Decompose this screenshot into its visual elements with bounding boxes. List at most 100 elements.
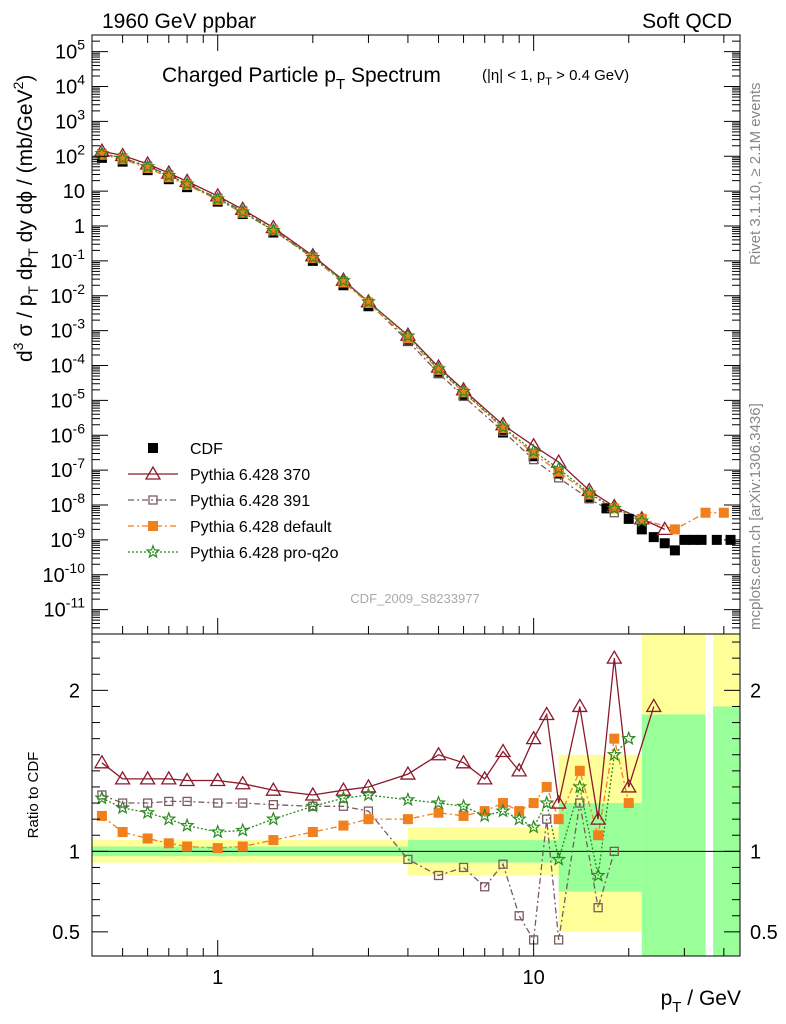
point-pythia-6-428-pro-q2o bbox=[495, 419, 511, 434]
legend-label-cdf: CDF bbox=[190, 441, 223, 458]
ratio-point-pythia-6-428-pro-q2o bbox=[265, 811, 281, 826]
point-cdf bbox=[669, 545, 680, 556]
plot-title: Charged Particle pT Spectrum (|η| < 1, p… bbox=[162, 64, 629, 93]
axis-ticks bbox=[91, 34, 740, 956]
axis-tick-labels: 10510410310210110-110-210-310-410-510-61… bbox=[43, 37, 778, 989]
series-markers bbox=[93, 142, 736, 945]
point-pythia-6-428-default bbox=[718, 507, 729, 518]
ratio-point-pythia-6-428-391 bbox=[575, 798, 585, 808]
ratio-point-pythia-6-428-391 bbox=[238, 798, 248, 808]
point-cdf bbox=[623, 513, 634, 524]
ratio-point-pythia-6-428-default bbox=[268, 835, 279, 846]
point-pythia-6-428-pro-q2o bbox=[430, 361, 447, 376]
ratio-point-pythia-6-428-391 bbox=[609, 846, 619, 856]
ratio-band-green bbox=[641, 714, 706, 956]
ratio-point-pythia-6-428-default bbox=[363, 814, 374, 825]
point-pythia-6-428-default bbox=[307, 253, 318, 264]
title-cut-rest: > 0.4 GeV) bbox=[552, 67, 629, 84]
title-cut: (|η| < 1, p bbox=[482, 67, 545, 84]
ratio-band-green bbox=[713, 706, 740, 956]
ratio-point-pythia-6-428-391 bbox=[182, 796, 192, 807]
ratio-point-pythia-6-428-default bbox=[458, 810, 469, 821]
legend: CDF Pythia 6.428 370 Pythia 6.428 391 Pythi… bbox=[128, 441, 339, 562]
point-pythia-6-428-pro-q2o bbox=[526, 443, 542, 458]
point-pythia-6-428-pro-q2o bbox=[179, 176, 195, 191]
y-tick-label: 10-1 bbox=[50, 246, 85, 273]
point-pythia-6-428-default bbox=[268, 225, 279, 236]
ratio-point-pythia-6-428-default bbox=[623, 798, 634, 809]
point-pythia-6-428-default bbox=[338, 277, 349, 288]
title-rest: Spectrum bbox=[345, 64, 441, 87]
ratio-point-pythia-6-428-pro-q2o bbox=[551, 851, 567, 866]
ratio-point-pythia-6-428-default bbox=[609, 733, 620, 744]
ratio-point-pythia-6-428-pro-q2o bbox=[179, 817, 195, 832]
point-pythia-6-428-default bbox=[237, 207, 248, 218]
ratio-point-pythia-6-428-default bbox=[117, 827, 128, 838]
ratio-point-pythia-6-428-370 bbox=[93, 754, 111, 769]
y-tick-label: 10-7 bbox=[50, 455, 85, 482]
ratio-point-pythia-6-428-370 bbox=[494, 743, 512, 758]
point-cdf bbox=[711, 534, 722, 545]
ratio-point-pythia-6-428-370 bbox=[139, 770, 156, 785]
ratio-point-pythia-6-428-370 bbox=[399, 765, 417, 780]
ratio-point-pythia-6-428-370 bbox=[538, 706, 555, 721]
ratio-point-pythia-6-428-pro-q2o bbox=[210, 824, 226, 839]
ratio-point-pythia-6-428-370 bbox=[430, 746, 447, 761]
ratio-point-pythia-6-428-391 bbox=[117, 798, 128, 808]
ratio-point-pythia-6-428-default bbox=[96, 810, 107, 821]
point-pythia-6-428-default bbox=[117, 154, 128, 165]
ratio-point-pythia-6-428-pro-q2o bbox=[539, 795, 555, 810]
legend-label-pythia-6-428-370: Pythia 6.428 370 bbox=[190, 467, 310, 484]
ratio-point-pythia-6-428-391 bbox=[213, 798, 223, 808]
ratio-point-pythia-6-428-370 bbox=[114, 770, 131, 785]
point-pythia-6-428-pro-q2o bbox=[210, 190, 226, 206]
svg-text:(|η| < 1, pT > 0.4 GeV): (|η| < 1, pT > 0.4 GeV) bbox=[482, 67, 629, 88]
ratio-point-pythia-6-428-391 bbox=[458, 862, 469, 873]
ratio-point-pythia-6-428-pro-q2o bbox=[511, 811, 527, 826]
analysis-watermark: CDF_2009_S8233977 bbox=[350, 591, 479, 606]
legend-marker-pythia-6-428-370 bbox=[144, 465, 162, 480]
y-tick-label: 10-2 bbox=[50, 281, 85, 308]
ratio-point-pythia-6-428-391 bbox=[433, 870, 444, 881]
ratio-y-tick-label: 0.5 bbox=[52, 922, 80, 944]
point-cdf bbox=[659, 538, 670, 549]
point-pythia-6-428-default bbox=[584, 489, 595, 500]
ratio-point-pythia-6-428-pro-q2o bbox=[335, 790, 351, 805]
x-tick-label: 10 bbox=[523, 967, 545, 989]
y-tick-label: 104 bbox=[55, 72, 85, 99]
ratio-point-pythia-6-428-391 bbox=[514, 911, 524, 921]
ratio-point-pythia-6-428-391 bbox=[268, 800, 278, 810]
legend-marker-cdf bbox=[148, 443, 158, 453]
y-tick-label: 10-11 bbox=[44, 595, 86, 622]
ratio-point-pythia-6-428-370 bbox=[645, 698, 662, 713]
y-tick-label: 10 bbox=[63, 181, 85, 203]
ratio-point-pythia-6-428-pro-q2o bbox=[161, 811, 177, 826]
main-ylabel: d3 σ / pT dpT dy dϕ / (mb/GeV2) bbox=[10, 75, 41, 362]
y-tick-label: 105 bbox=[55, 37, 85, 64]
ratio-point-pythia-6-428-default bbox=[574, 765, 585, 776]
ratio-point-pythia-6-428-default bbox=[553, 814, 564, 825]
legend-marker-pythia-6-428-pro-q2o bbox=[145, 544, 161, 559]
ratio-point-pythia-6-428-pro-q2o bbox=[400, 791, 416, 807]
y-tick-label: 10-6 bbox=[50, 420, 85, 447]
ratio-point-pythia-6-428-default bbox=[163, 838, 174, 849]
ratio-panel-frame bbox=[91, 633, 741, 957]
point-pythia-6-428-pro-q2o bbox=[581, 485, 597, 500]
point-pythia-6-428-default bbox=[363, 297, 374, 308]
ratio-y-tick-label: 1 bbox=[69, 841, 80, 863]
ratio-point-pythia-6-428-370 bbox=[511, 762, 528, 777]
y-tick-label: 1 bbox=[74, 216, 85, 238]
x-axis-label: pT / GeV bbox=[661, 987, 741, 1016]
point-cdf bbox=[679, 534, 690, 545]
ratio-point-pythia-6-428-391 bbox=[403, 854, 413, 865]
ratio-point-pythia-6-428-pro-q2o bbox=[115, 799, 131, 815]
ratio-point-pythia-6-428-370 bbox=[360, 778, 377, 793]
point-pythia-6-428-pro-q2o bbox=[634, 512, 650, 528]
ratio-point-pythia-6-428-391 bbox=[338, 801, 349, 811]
point-pythia-6-428-pro-q2o bbox=[456, 383, 472, 398]
y-tick-label: 10-9 bbox=[50, 525, 85, 552]
ratio-point-pythia-6-428-pro-q2o bbox=[94, 790, 110, 805]
ratio-point-pythia-6-428-default bbox=[212, 843, 223, 854]
ratio-point-pythia-6-428-pro-q2o bbox=[621, 730, 637, 746]
